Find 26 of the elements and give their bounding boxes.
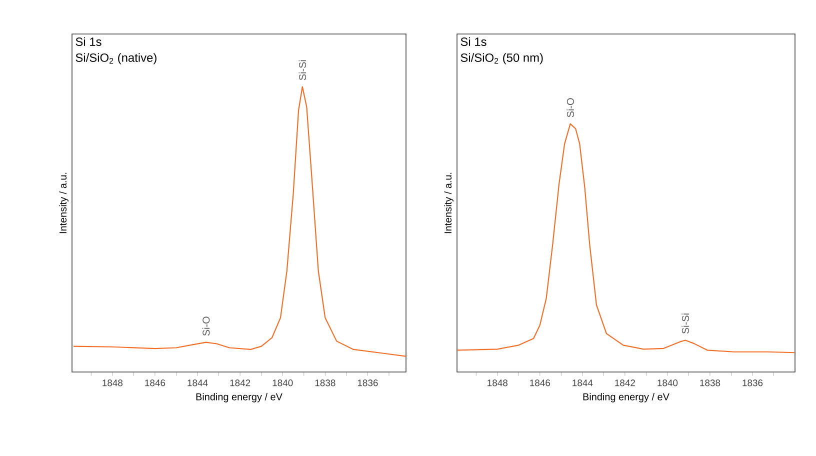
x-tick-label: 1836 — [742, 380, 763, 386]
y-axis-title: Intensity / a.u. — [59, 172, 68, 234]
text: Si-O — [566, 98, 574, 118]
x-tick-label: 1838 — [315, 380, 336, 386]
x-axis-title: Binding energy / eV — [583, 393, 670, 402]
annotation: Si-O — [202, 316, 210, 336]
x-tick-label: 1842 — [230, 380, 250, 386]
chart-title: Si 1s — [76, 37, 102, 46]
x-tick-label: 1844 — [572, 380, 593, 386]
x-tick-label: 1840 — [658, 380, 678, 386]
x-tick-label: 1844 — [188, 380, 208, 386]
text: Si-Si — [298, 60, 306, 80]
x-tick-label: 1846 — [530, 380, 550, 386]
x-tick-label: 1836 — [358, 380, 378, 386]
x-tick-label: 1848 — [102, 380, 123, 386]
chart-subtitle: Si/SiO$_{2}$ (50 nm) — [460, 53, 543, 64]
x-tick-label: 1838 — [700, 380, 720, 386]
x-tick-label: 1842 — [615, 380, 635, 386]
x-tick-label: 1846 — [145, 380, 166, 386]
x-tick-label: 1848 — [488, 380, 508, 386]
chart-subtitle: Si/SiO$_{2}$ (native) — [76, 53, 156, 64]
x-axis-title: Binding energy / eV — [196, 393, 282, 402]
y-axis-title: Intensity / a.u. — [444, 172, 454, 234]
annotation: Si-Si — [682, 314, 689, 334]
chart-title: Si 1s — [460, 37, 486, 46]
x-tick-label: 1840 — [272, 380, 293, 386]
